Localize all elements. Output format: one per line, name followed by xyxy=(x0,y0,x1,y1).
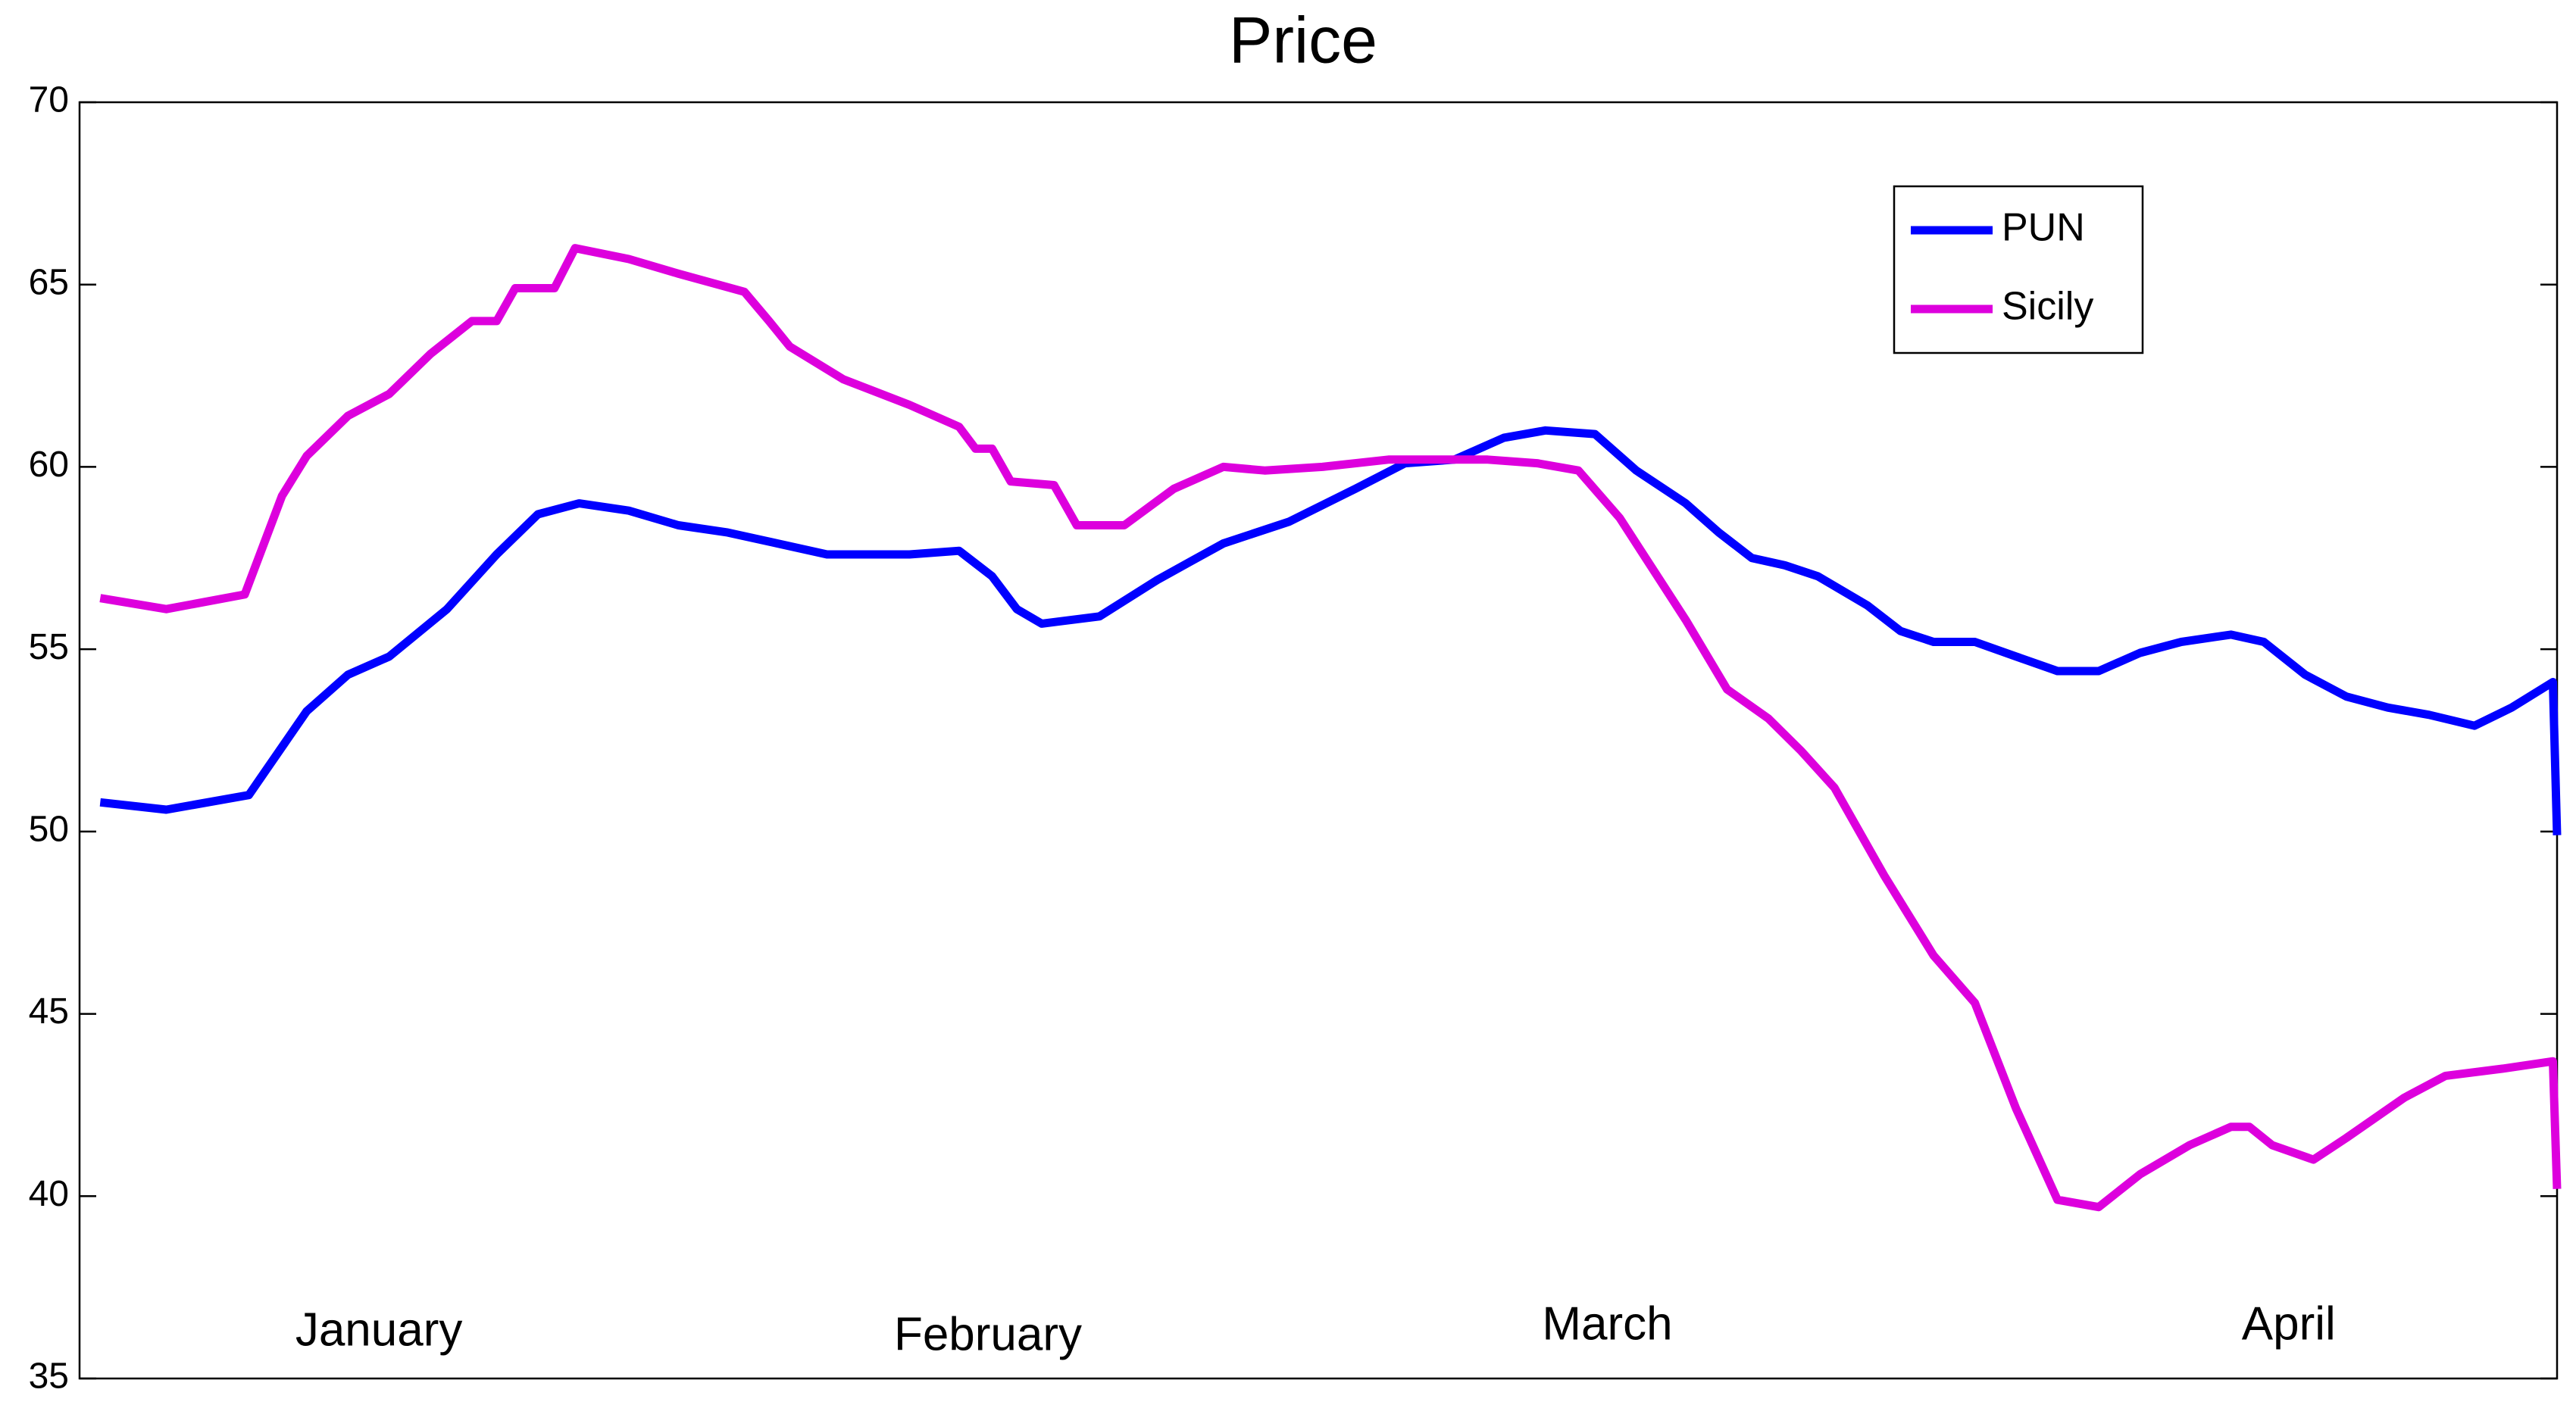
series-line xyxy=(99,244,2562,1212)
y-tick-label: 40 xyxy=(29,1174,69,1214)
y-tick-label: 70 xyxy=(29,80,69,120)
legend-box xyxy=(1893,185,2144,354)
y-tick-label: 35 xyxy=(29,1357,69,1397)
series-line xyxy=(99,426,2562,835)
month-label: March xyxy=(1542,1297,1672,1350)
y-tick-label: 45 xyxy=(29,991,69,1032)
y-tick-label: 55 xyxy=(29,627,69,667)
month-label: February xyxy=(894,1308,1082,1360)
month-label: April xyxy=(2242,1297,2336,1350)
y-tick-label: 65 xyxy=(29,262,69,302)
legend-label: Sicily xyxy=(2002,285,2093,329)
legend-label: PUN xyxy=(2002,206,2085,250)
month-label: January xyxy=(295,1304,463,1356)
chart-title: Price xyxy=(1229,5,1377,77)
y-tick-label: 60 xyxy=(29,445,69,485)
y-tick-label: 50 xyxy=(29,810,69,850)
